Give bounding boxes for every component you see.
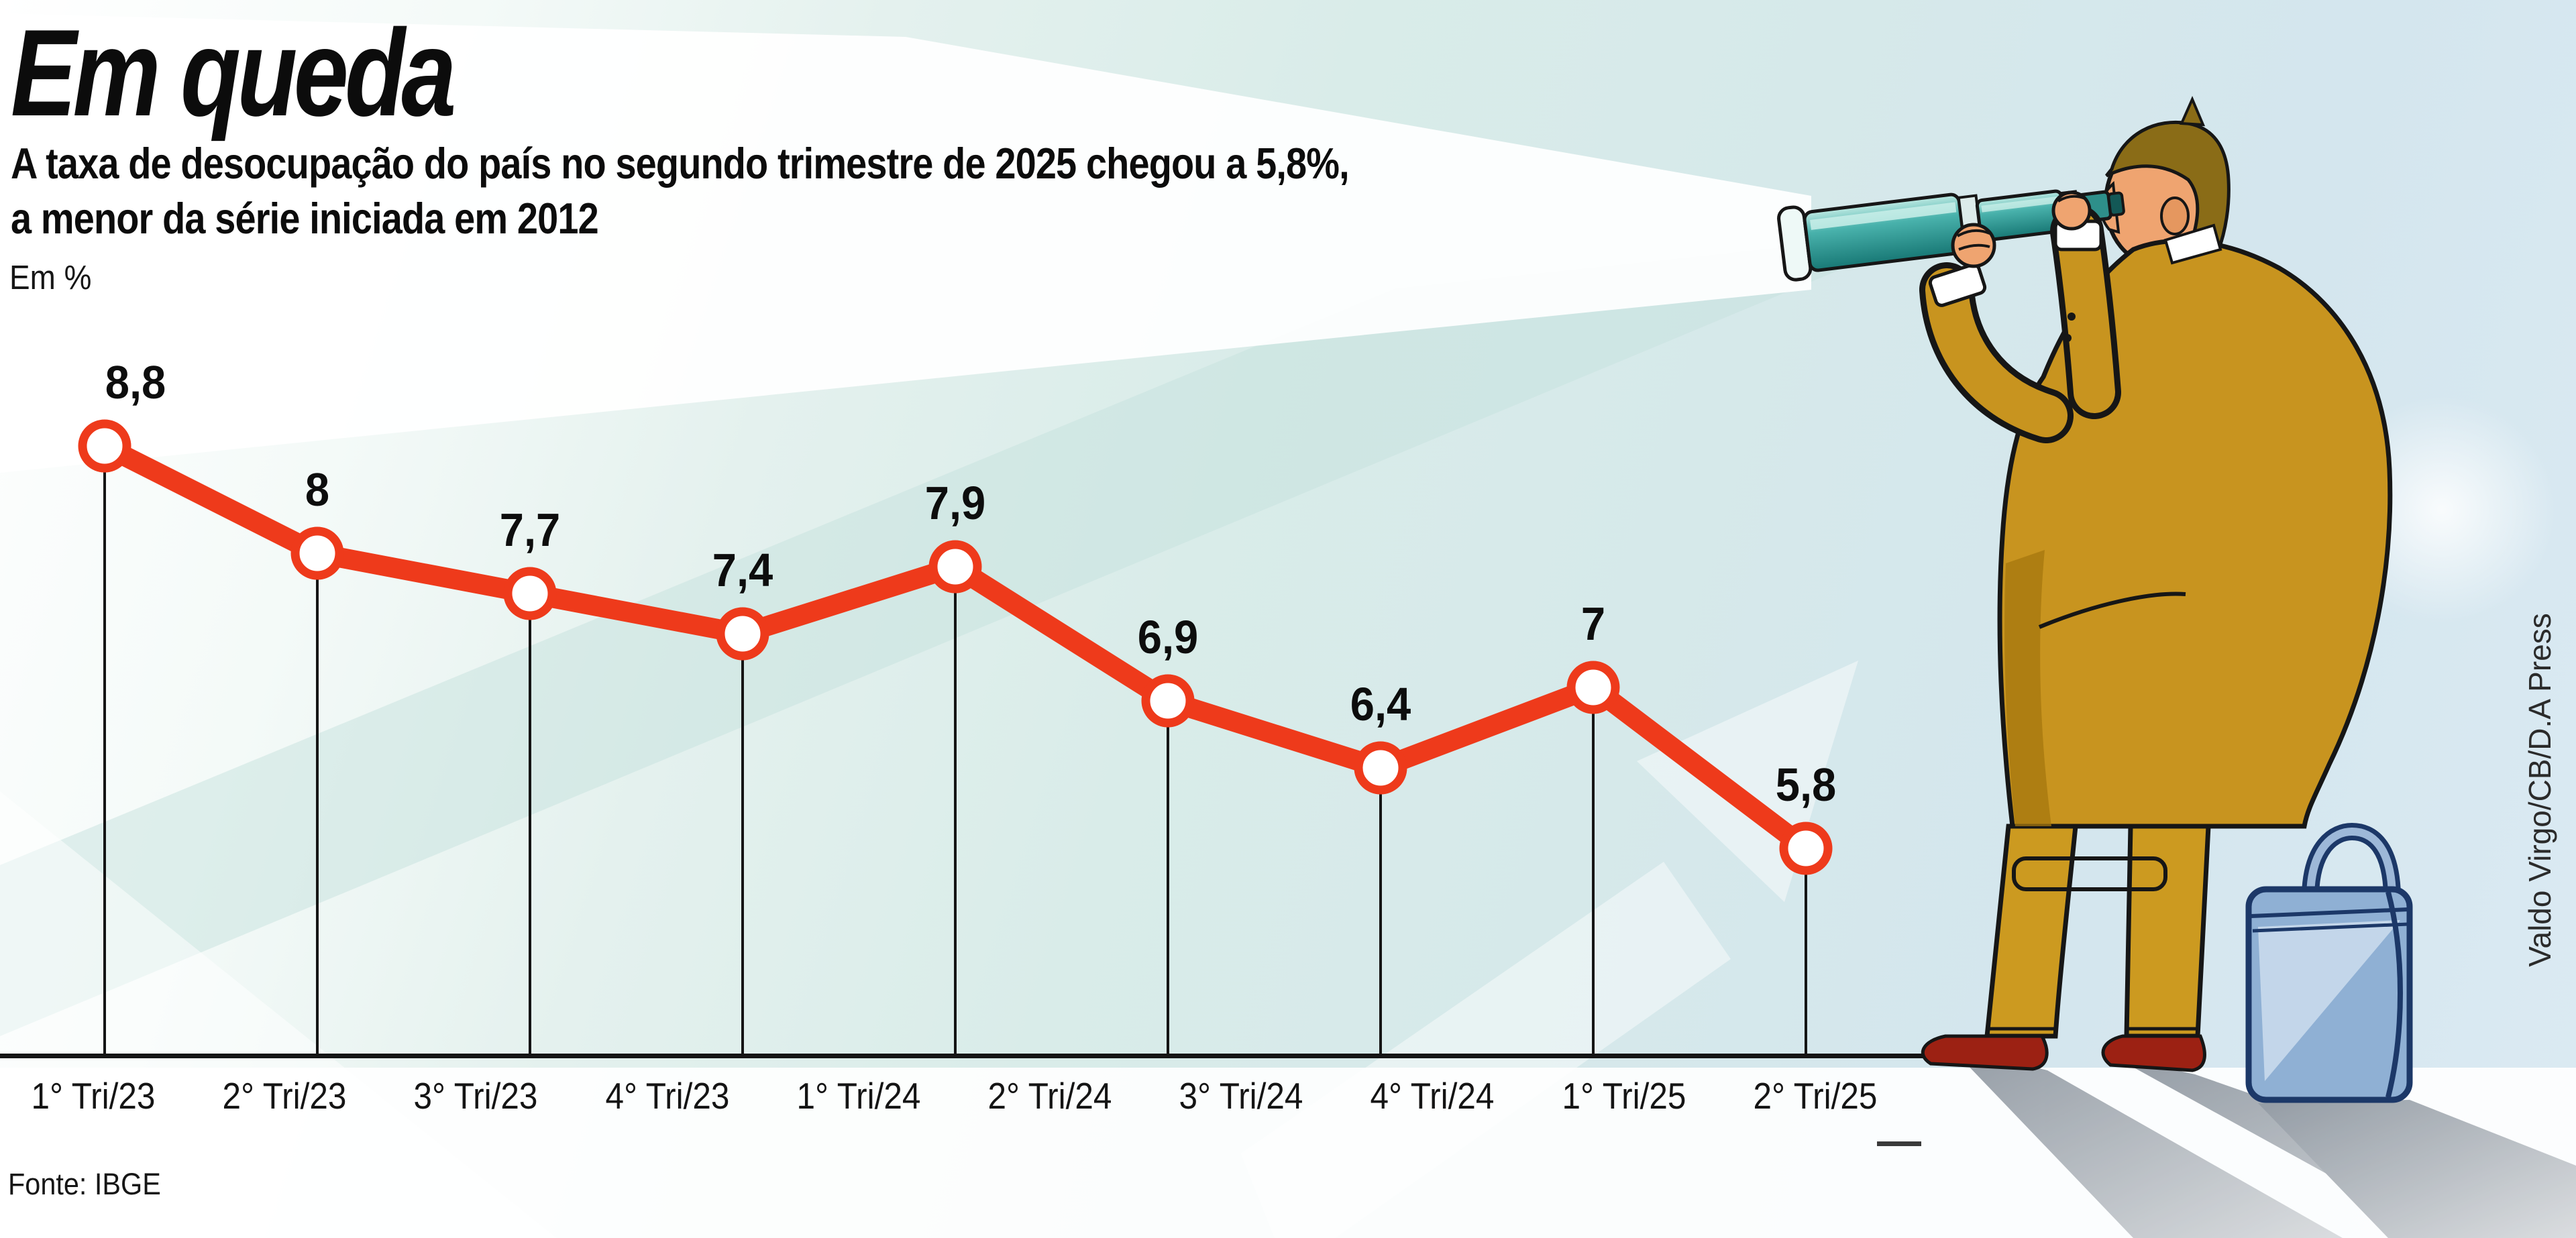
ear <box>2160 196 2190 235</box>
data-point-marker <box>716 607 769 661</box>
x-axis-label: 3° Tri/24 <box>1179 1075 1303 1117</box>
sleeve-button <box>2063 334 2072 342</box>
data-point-marker <box>1779 822 1833 875</box>
page-subtitle-line2: a menor da série iniciada em 2012 <box>11 194 599 243</box>
x-axis-label: 4° Tri/23 <box>605 1075 730 1117</box>
x-axis-label: 3° Tri/23 <box>413 1075 538 1117</box>
data-point-marker <box>1566 661 1620 714</box>
briefcase-highlight <box>2258 920 2400 1081</box>
shirt-cuff <box>1928 263 1987 307</box>
man-illustration <box>1777 95 2393 1072</box>
hair <box>2105 120 2231 255</box>
point-value-label: 6,4 <box>1350 678 1411 730</box>
suit-pocket <box>2012 856 2167 891</box>
background-wedge <box>0 231 1932 1036</box>
unit-label: Em % <box>9 258 92 296</box>
data-point-marker <box>1354 741 1407 795</box>
point-value-label: 7,7 <box>499 504 561 556</box>
x-axis-label: 1° Tri/25 <box>1562 1075 1686 1117</box>
suit-fold <box>2038 592 2186 629</box>
briefcase-icon <box>2245 822 2413 1103</box>
x-axis-label: 1° Tri/24 <box>796 1075 921 1117</box>
x-axis-label: 2° Tri/23 <box>222 1075 347 1117</box>
x-axis-label: 2° Tri/25 <box>1753 1075 1878 1117</box>
arm-right <box>2050 205 2121 419</box>
point-value-label: 7,4 <box>712 544 773 596</box>
point-value-label: 6,9 <box>1137 611 1199 663</box>
point-value-label: 8 <box>305 463 330 516</box>
source-label: Fonte: IBGE <box>8 1167 161 1201</box>
point-value-label: 8,8 <box>105 356 166 408</box>
light-beam <box>0 13 1811 473</box>
dash-mark <box>1877 1141 1921 1146</box>
data-point-marker <box>1141 674 1195 728</box>
point-value-label: 7,9 <box>924 477 986 529</box>
x-axis-label: 1° Tri/23 <box>31 1075 156 1117</box>
briefcase-edge <box>2385 891 2403 1098</box>
hands <box>1951 190 2092 268</box>
x-axis-label: 4° Tri/24 <box>1370 1075 1495 1117</box>
hair-cowlick <box>2180 95 2206 127</box>
floor-band <box>0 791 557 1238</box>
floor-shadows <box>1951 1048 2576 1238</box>
arm-left <box>1919 262 2074 443</box>
shoe <box>1921 1034 2049 1071</box>
data-point-marker <box>928 540 982 594</box>
data-point-marker <box>503 567 557 620</box>
shoe <box>2101 1034 2206 1072</box>
data-point-marker <box>78 419 131 473</box>
point-value-label: 7 <box>1580 598 1606 650</box>
telescope-icon <box>1777 189 2125 282</box>
x-axis-baseline <box>0 1054 1924 1058</box>
suit-shading <box>2004 550 2051 826</box>
credit-label: Valdo Virgo/CB/D.A Press <box>2522 613 2557 967</box>
point-value-label: 5,8 <box>1775 758 1837 811</box>
sleeve-button <box>2068 313 2076 321</box>
page-subtitle-line1: A taxa de desocupação do país no segundo… <box>11 139 1350 188</box>
page-title: Em queda <box>11 3 456 142</box>
shirt-collar <box>2163 223 2222 265</box>
data-point-marker <box>290 526 344 580</box>
x-axis-label: 2° Tri/24 <box>987 1075 1112 1117</box>
